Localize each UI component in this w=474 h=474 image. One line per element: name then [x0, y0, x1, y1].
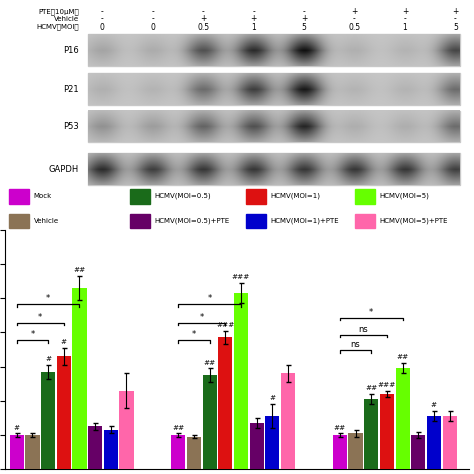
Text: +: +: [452, 7, 458, 16]
Text: Vehicle: Vehicle: [54, 16, 79, 22]
Text: ##: ##: [203, 359, 216, 365]
Text: ##: ##: [334, 425, 346, 430]
Text: +: +: [351, 7, 358, 16]
Bar: [57, 356, 71, 469]
Bar: [202, 375, 217, 469]
Text: 0.5: 0.5: [348, 23, 361, 32]
Text: Vehicle: Vehicle: [34, 218, 59, 224]
Bar: [395, 368, 410, 469]
Text: 1: 1: [402, 23, 407, 32]
Text: HCMV（MOI）: HCMV（MOI）: [36, 24, 79, 30]
Text: *: *: [192, 330, 196, 339]
Text: HCMV(MOI=1)+PTE: HCMV(MOI=1)+PTE: [271, 218, 339, 224]
Text: P53: P53: [64, 122, 79, 131]
Bar: [411, 435, 425, 469]
Text: -: -: [151, 7, 154, 16]
Bar: [219, 337, 232, 469]
Text: 5: 5: [301, 23, 307, 32]
Text: -: -: [101, 14, 104, 23]
Text: 1: 1: [251, 23, 256, 32]
Text: #: #: [61, 339, 67, 345]
Text: *: *: [30, 330, 35, 339]
Text: ##: ##: [73, 267, 86, 273]
Text: P21: P21: [64, 85, 79, 94]
Bar: [88, 110, 460, 142]
Text: ns: ns: [358, 325, 368, 334]
Text: +: +: [250, 14, 257, 23]
Text: +: +: [200, 14, 206, 23]
Bar: [427, 416, 441, 469]
Text: *: *: [46, 294, 50, 303]
Bar: [333, 435, 347, 469]
Text: *: *: [200, 313, 204, 322]
Bar: [234, 293, 248, 469]
Text: P16: P16: [64, 46, 79, 55]
Bar: [130, 214, 150, 228]
Bar: [119, 391, 134, 469]
Text: HCMV(MOI=0.5)+PTE: HCMV(MOI=0.5)+PTE: [155, 218, 229, 224]
Text: ##: ##: [365, 385, 377, 391]
Text: Mock: Mock: [34, 193, 52, 199]
Text: #: #: [45, 356, 51, 362]
Bar: [281, 374, 295, 469]
Text: HCMV(MOI=5)+PTE: HCMV(MOI=5)+PTE: [380, 218, 448, 224]
Text: #: #: [14, 425, 20, 430]
Bar: [88, 73, 460, 105]
Bar: [104, 430, 118, 469]
Text: +: +: [401, 7, 408, 16]
Text: ###: ###: [216, 322, 235, 328]
Bar: [356, 189, 375, 203]
Text: GAPDH: GAPDH: [49, 164, 79, 173]
Bar: [9, 189, 29, 203]
Text: -: -: [454, 14, 457, 23]
Text: -: -: [252, 7, 255, 16]
Bar: [88, 154, 460, 185]
Bar: [380, 394, 394, 469]
Bar: [265, 416, 279, 469]
Bar: [443, 416, 456, 469]
Text: ##: ##: [172, 425, 184, 430]
Text: 0: 0: [100, 23, 105, 32]
Bar: [88, 35, 460, 66]
Bar: [130, 189, 150, 203]
Text: HCMV(MOI=5): HCMV(MOI=5): [380, 193, 429, 200]
Text: 5: 5: [453, 23, 458, 32]
Bar: [187, 437, 201, 469]
Text: -: -: [101, 7, 104, 16]
Text: 0: 0: [150, 23, 155, 32]
Bar: [9, 214, 29, 228]
Text: 0.5: 0.5: [197, 23, 209, 32]
Text: #: #: [431, 402, 437, 408]
Text: -: -: [302, 7, 305, 16]
Bar: [246, 189, 266, 203]
Text: HCMV(MOI=1): HCMV(MOI=1): [271, 193, 320, 200]
Bar: [26, 435, 39, 469]
Bar: [41, 372, 55, 469]
Bar: [10, 435, 24, 469]
Text: ns: ns: [351, 340, 360, 349]
Text: -: -: [202, 7, 205, 16]
Text: -: -: [353, 14, 356, 23]
Text: HCMV(MOI=0.5): HCMV(MOI=0.5): [155, 193, 211, 200]
Bar: [171, 435, 185, 469]
Text: #: #: [269, 395, 275, 401]
Bar: [364, 399, 378, 469]
Bar: [356, 214, 375, 228]
Text: ##: ##: [396, 355, 409, 360]
Text: *: *: [38, 313, 43, 322]
Text: ###: ###: [378, 382, 396, 388]
Bar: [246, 214, 266, 228]
Text: -: -: [151, 14, 154, 23]
Text: *: *: [208, 294, 212, 303]
Text: ###: ###: [232, 274, 250, 280]
Text: +: +: [301, 14, 307, 23]
Text: -: -: [403, 14, 406, 23]
Bar: [348, 433, 363, 469]
Text: *: *: [369, 308, 374, 317]
Bar: [250, 423, 264, 469]
Bar: [73, 288, 87, 469]
Bar: [88, 427, 102, 469]
Text: PTE（10μM）: PTE（10μM）: [38, 8, 79, 15]
